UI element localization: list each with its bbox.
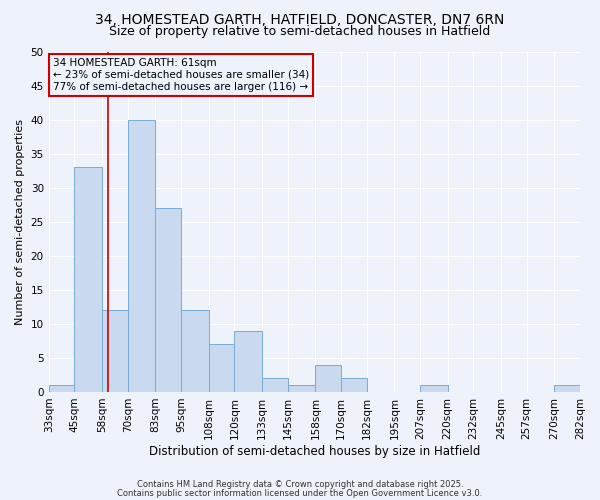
Text: Contains HM Land Registry data © Crown copyright and database right 2025.: Contains HM Land Registry data © Crown c… (137, 480, 463, 489)
Bar (49, 385, 74, 392)
Text: Contains public sector information licensed under the Open Government Licence v3: Contains public sector information licen… (118, 489, 482, 498)
X-axis label: Distribution of semi-detached houses by size in Hatfield: Distribution of semi-detached houses by … (149, 444, 480, 458)
Bar (316, 364, 341, 392)
Bar (209, 344, 235, 392)
Bar (155, 208, 181, 392)
Text: 34, HOMESTEAD GARTH, HATFIELD, DONCASTER, DN7 6RN: 34, HOMESTEAD GARTH, HATFIELD, DONCASTER… (95, 12, 505, 26)
Bar (181, 310, 209, 392)
Bar (74, 168, 102, 392)
Text: Size of property relative to semi-detached houses in Hatfield: Size of property relative to semi-detach… (109, 25, 491, 38)
Y-axis label: Number of semi-detached properties: Number of semi-detached properties (15, 118, 25, 324)
Bar (420, 385, 448, 392)
Text: 34 HOMESTEAD GARTH: 61sqm
← 23% of semi-detached houses are smaller (34)
77% of : 34 HOMESTEAD GARTH: 61sqm ← 23% of semi-… (53, 58, 309, 92)
Bar (128, 120, 155, 392)
Bar (262, 378, 287, 392)
Bar (341, 378, 367, 392)
Bar (287, 385, 316, 392)
Bar (102, 310, 128, 392)
Bar (554, 385, 580, 392)
Bar (235, 330, 262, 392)
